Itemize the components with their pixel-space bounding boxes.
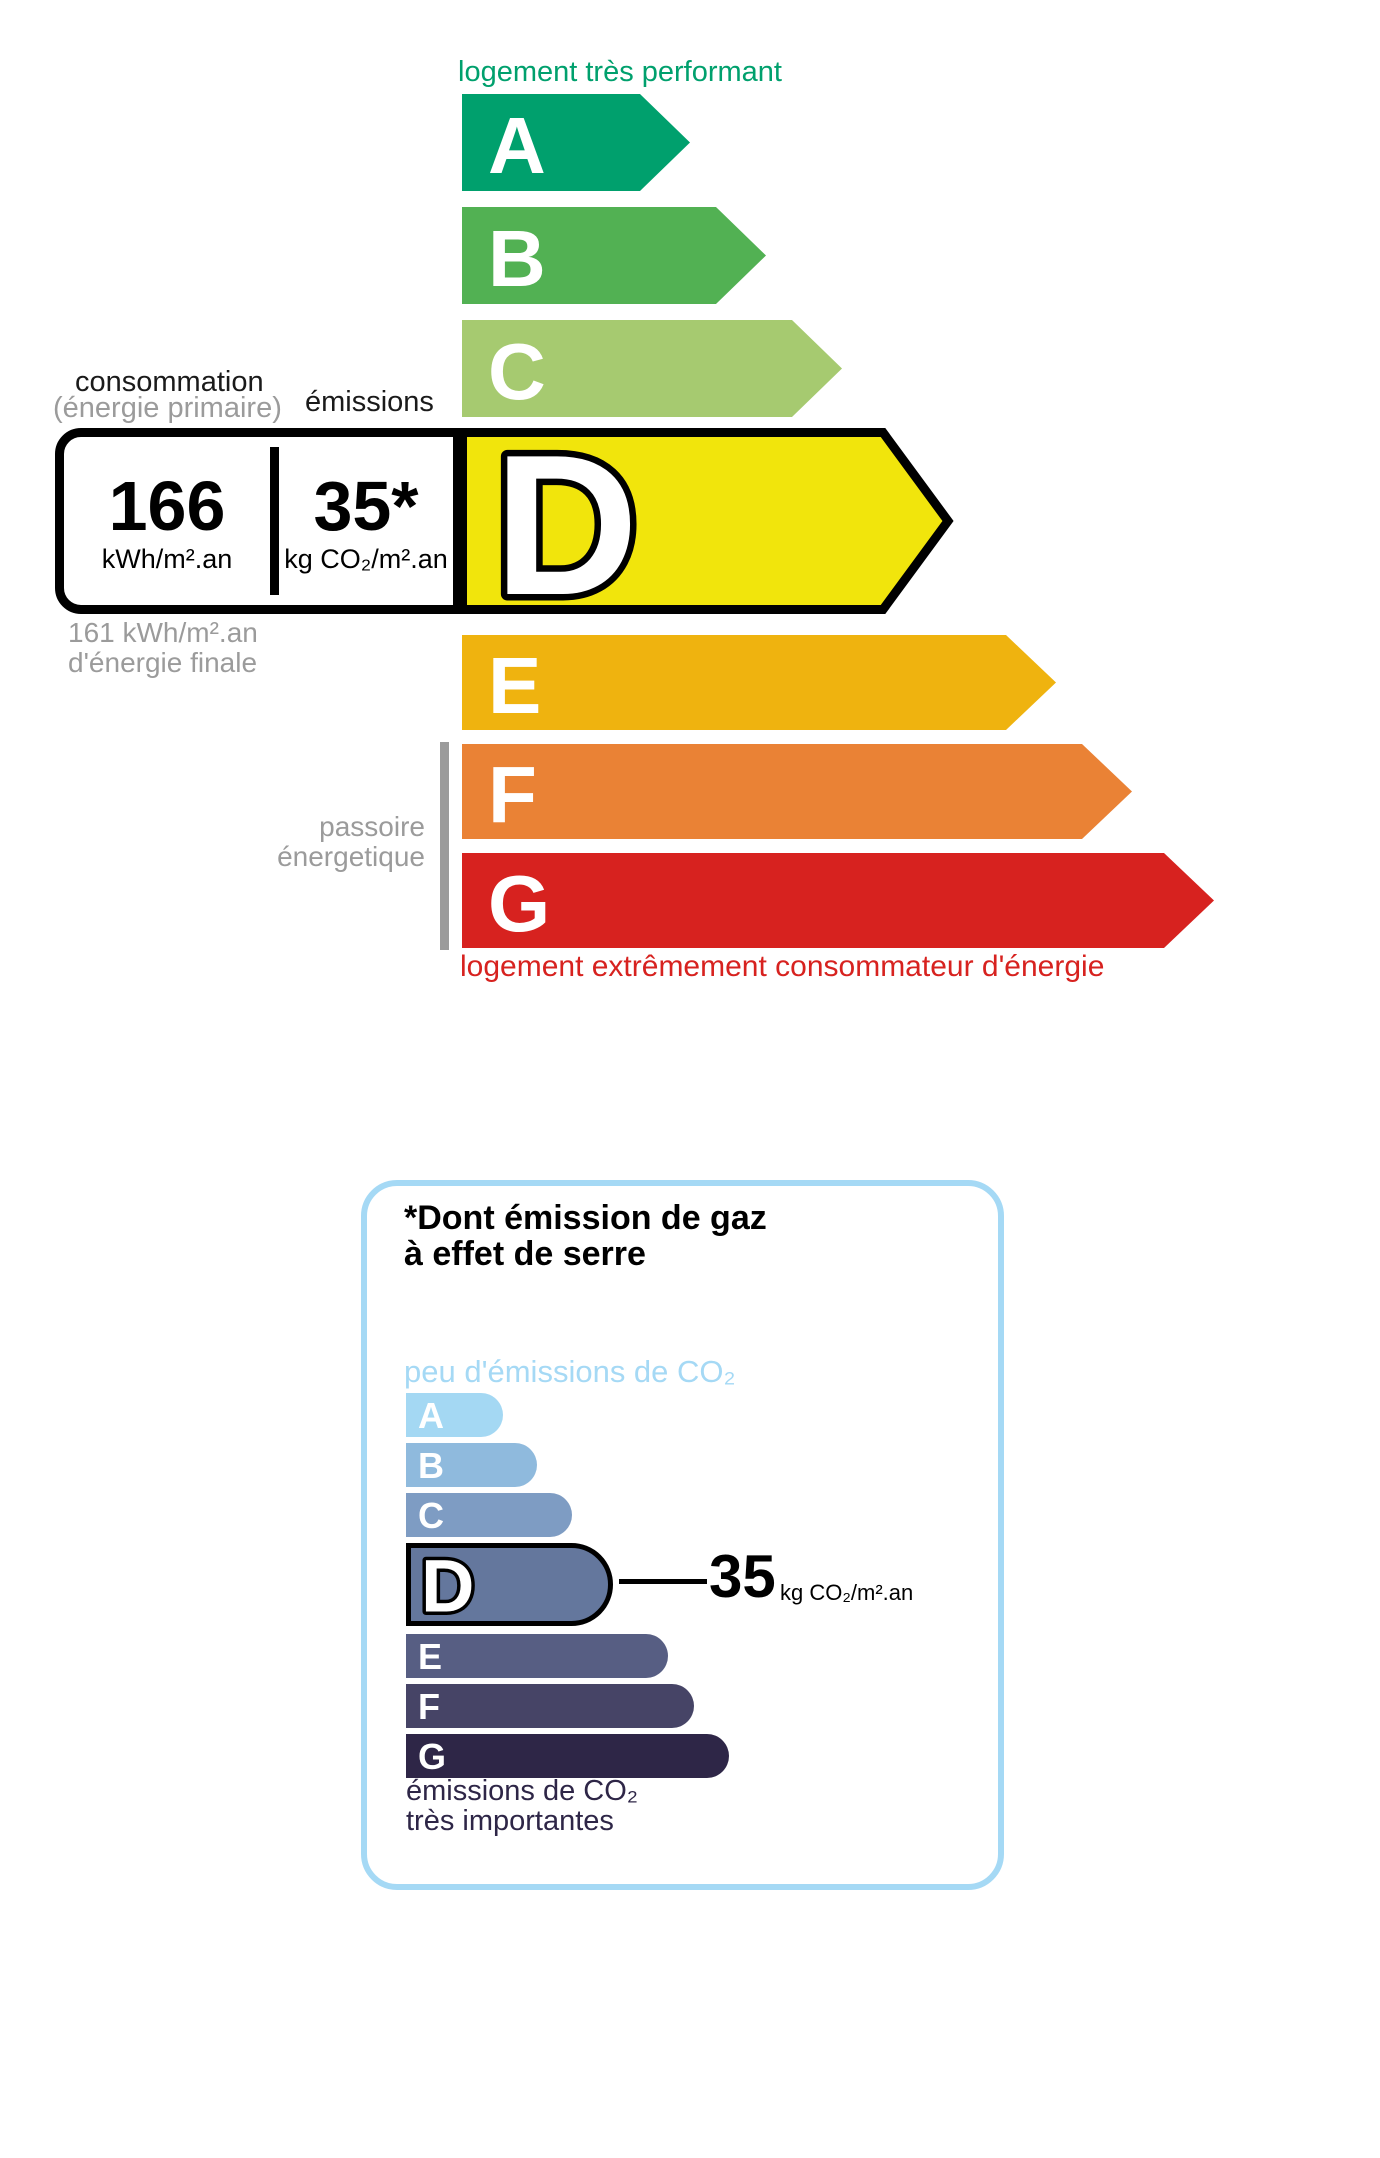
co2-value: 35 [709,1543,776,1610]
co2-value-unit: kg CO₂/m².an [780,1580,914,1605]
co2-low-emissions-label: peu d'émissions de CO₂ [404,1354,736,1389]
svg-text:D: D [421,1545,474,1627]
class-letter: C [418,1495,444,1536]
class-letter: E [418,1636,443,1677]
energy-class-G: G [462,853,1214,948]
co2-panel: *Dont émission de gaz à effet de serre p… [361,1180,1004,1890]
co2-class-A: A [406,1393,503,1437]
consumption-unit: kWh/m².an [101,544,233,574]
co2-class-D-current: D [406,1541,619,1631]
class-letter: B [418,1445,444,1486]
emissions-value: 35* [313,467,419,545]
emissions-column: 35* kg CO₂/m².an [279,442,453,602]
class-letter: C [488,326,546,416]
co2-title-line-1: *Dont émission de gaz [404,1199,767,1237]
value-box [55,428,462,614]
co2-high-line-1: émissions de CO₂ [406,1775,639,1807]
sieve-line-2: énergetique [277,841,425,872]
sieve-bracket-bar [440,742,449,950]
consumption-value: 166 [108,467,226,545]
energy-sieve-label: passoire énergetique [170,812,425,872]
final-energy-caption: d'énergie finale [68,647,258,678]
co2-class-F: F [406,1684,694,1728]
co2-class-E: E [406,1634,668,1678]
co2-class-B: B [406,1443,537,1487]
co2-title-line-2: à effet de serre [404,1235,646,1273]
class-letter: A [418,1395,444,1436]
bottom-performance-label: logement extrêmement consommateur d'éner… [460,950,1105,983]
class-letter: F [488,749,537,839]
energy-class-A: A [462,94,690,191]
class-letter: E [488,640,542,730]
co2-high-emissions-label: émissions de CO₂ très importantes [406,1776,638,1836]
class-letter: G [418,1736,447,1777]
energy-class-E: E [462,635,1056,730]
class-letter: F [418,1686,440,1727]
energy-class-F: F [462,744,1132,839]
consumption-sublabel: (énergie primaire) [53,392,282,424]
co2-class-G: G [406,1734,729,1778]
co2-value-pointer-line [619,1579,707,1584]
sieve-line-1: passoire [319,811,425,842]
final-energy-value: 161 kWh/m².an [68,617,258,648]
co2-panel-title: *Dont émission de gaz à effet de serre [404,1200,767,1272]
consumption-column: 166 kWh/m².an [64,442,270,602]
energy-class-D-current: D [458,408,958,644]
energy-class-C: C [462,320,842,417]
emissions-unit: kg CO₂/m².an [284,544,448,574]
svg-text:D: D [494,428,638,614]
energy-class-B: B [462,207,766,304]
class-letter: B [488,213,546,303]
class-letter: A [488,100,546,190]
co2-class-C: C [406,1493,572,1537]
top-performance-label: logement très performant [458,56,782,88]
class-letter: G [488,858,551,948]
co2-high-line-2: très importantes [406,1805,614,1837]
consumption-label: consommation [75,366,264,398]
value-box-divider [270,447,279,595]
emissions-label: émissions [305,386,434,418]
final-energy-note: 161 kWh/m².an d'énergie finale [68,618,258,678]
